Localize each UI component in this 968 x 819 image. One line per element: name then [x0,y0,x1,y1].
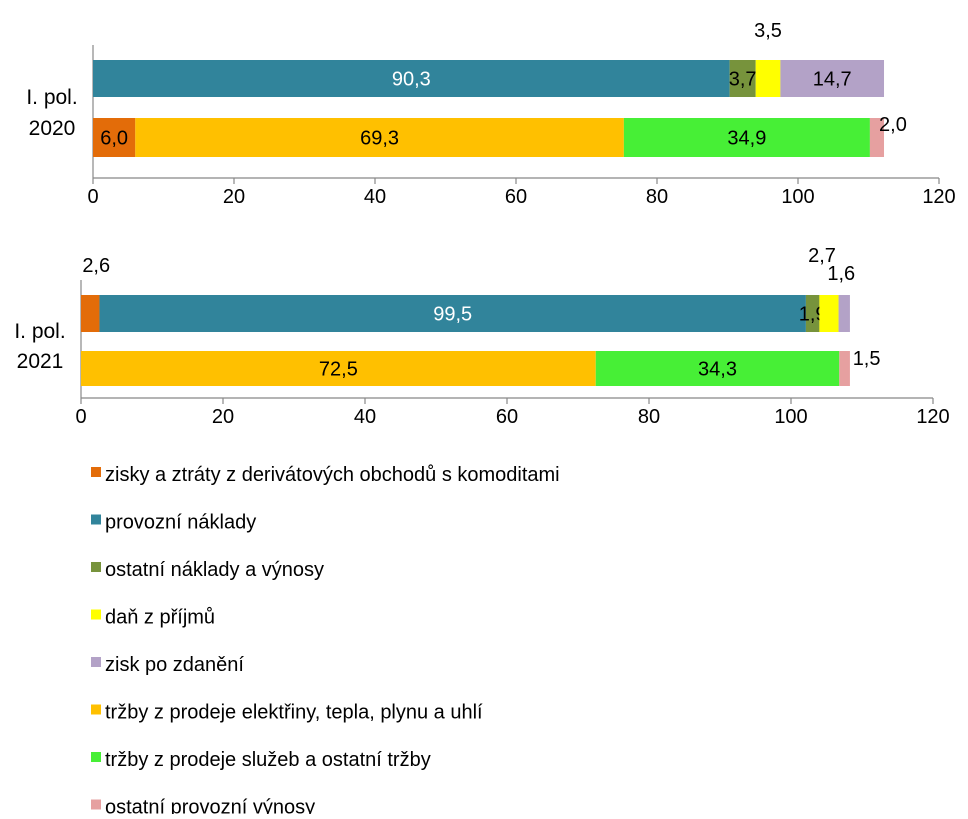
x-tick-label: 0 [75,406,86,428]
data-label: 2,0 [879,114,907,136]
bar-segment-income-tax [755,60,781,97]
legend-swatch-operating-costs [91,514,101,525]
legend-label: tržby z prodeje elektřiny, tepla, plynu … [105,702,483,724]
category-label-line1: I. pol. [14,320,65,343]
bar-segment-sales-services [623,118,870,157]
x-tick-label: 0 [87,186,98,208]
bar-segment-other-costs [805,295,820,332]
bar-segment-sales-energy [81,351,596,386]
data-label: 34,3 [698,359,737,381]
legend-label: provozní náklady [105,512,256,534]
legend-swatch-income-tax [91,609,101,620]
x-tick-label: 120 [916,406,949,428]
legend-swatch-sales-energy [91,704,101,715]
data-label: 3,7 [729,69,757,91]
legend-label: ostatní provozní výnosy [105,797,315,815]
bar-segment-operating-costs [93,60,730,97]
data-label: 3,5 [754,20,782,42]
bar-segment-other-revenue [869,118,885,157]
legend-label: zisky a ztráty z derivátových obchodů s … [105,464,560,486]
data-label: 1,5 [853,348,881,370]
legend-swatch-sales-services [91,752,101,762]
bar-segment-other-revenue [839,351,850,386]
bar-segment-profit [780,60,885,97]
bar-segment-derivatives [81,295,100,332]
bar-segment-other-costs [729,60,756,97]
bar-segment-derivatives [93,118,136,157]
x-tick-label: 20 [212,406,234,428]
x-tick-label: 100 [781,186,814,208]
legend-swatch-profit [91,657,101,667]
data-label: 2,6 [82,255,110,277]
data-label: 1,6 [827,263,855,285]
x-tick-label: 40 [364,186,386,208]
legend-swatch-derivatives [91,467,101,477]
legend-swatch-other-costs [91,562,101,572]
x-tick-label: 20 [223,186,245,208]
x-tick-label: 80 [638,406,660,428]
data-label: 69,3 [360,128,399,150]
data-label: 34,9 [727,128,766,150]
x-tick-label: 40 [354,406,376,428]
x-tick-label: 80 [646,186,668,208]
bar-segment-profit [838,295,850,332]
category-label-line2: 2020 [29,117,76,140]
legend-label: zisk po zdanění [105,654,244,676]
legend-swatch-other-revenue [91,799,101,810]
bar-segment-sales-energy [135,118,624,157]
data-label: 99,5 [433,304,472,326]
x-tick-label: 60 [505,186,527,208]
bar-segment-income-tax [819,295,839,332]
data-label: 6,0 [100,128,128,150]
data-label: 90,3 [392,69,431,91]
category-label-line2: 2021 [17,350,64,373]
x-tick-label: 100 [774,406,807,428]
x-tick-label: 60 [496,406,518,428]
legend-label: daň z příjmů [105,607,215,629]
x-tick-label: 120 [922,186,955,208]
data-label: 72,5 [319,359,358,381]
data-label: 2,7 [808,245,836,267]
legend-label: ostatní náklady a výnosy [105,559,324,581]
data-label: 14,7 [813,69,852,91]
legend-label: tržby z prodeje služeb a ostatní tržby [105,749,431,771]
bar-segment-sales-services [595,351,840,386]
category-label-line1: I. pol. [26,86,77,109]
bar-segment-operating-costs [99,295,806,332]
